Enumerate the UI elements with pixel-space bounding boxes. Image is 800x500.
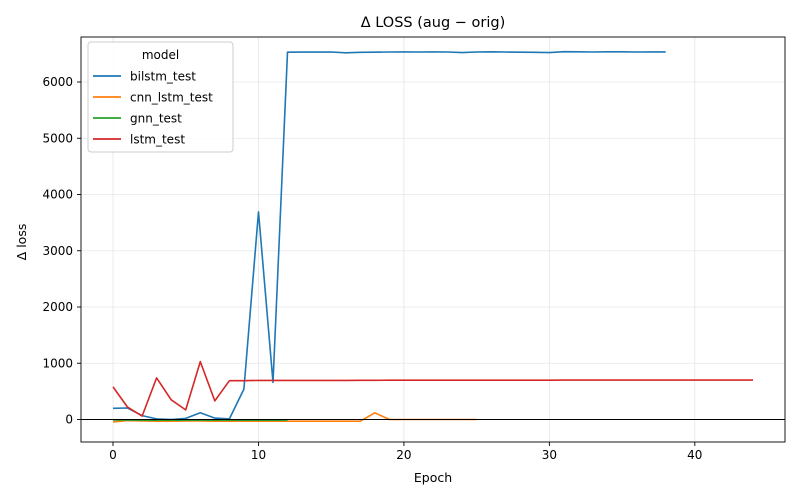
plot-frame	[80, 36, 786, 443]
legend-label-bilstm_test: bilstm_test	[130, 70, 196, 84]
series-line-bilstm_test	[112, 50, 666, 421]
y-tick-label: 5000	[42, 131, 73, 145]
x-tick-label: 40	[687, 448, 702, 462]
x-axis-label: Epoch	[414, 470, 452, 485]
axes: 0 10 20 30 40 0 1000 2000 3000 4000 5000 6000	[42, 36, 786, 462]
x-tick-label: 0	[109, 448, 117, 462]
x-tick-label: 30	[542, 448, 557, 462]
legend-label-lstm_test: lstm_test	[130, 133, 185, 147]
x-tick-label: 10	[251, 448, 266, 462]
y-axis-label: Δ loss	[14, 224, 29, 261]
y-tick-label: 3000	[42, 244, 73, 258]
chart-title: Δ LOSS (aug − orig)	[361, 15, 506, 31]
y-tick-label: 6000	[42, 75, 73, 89]
legend-label-gnn_test: gnn_test	[130, 112, 182, 126]
grid	[81, 37, 785, 442]
legend-title: model	[142, 48, 179, 62]
series-line-lstm_test	[112, 360, 753, 417]
legend-label-cnn_lstm_test: cnn_lstm_test	[130, 91, 213, 105]
y-tick-label: 0	[65, 413, 73, 427]
y-tick-label: 2000	[42, 300, 73, 314]
y-tick-label: 4000	[42, 188, 73, 202]
legend-box	[87, 41, 234, 153]
y-tick-label: 1000	[42, 356, 73, 370]
x-tick-label: 20	[396, 448, 411, 462]
legend: model bilstm_test cnn_lstm_test gnn_testlst…	[87, 41, 234, 153]
